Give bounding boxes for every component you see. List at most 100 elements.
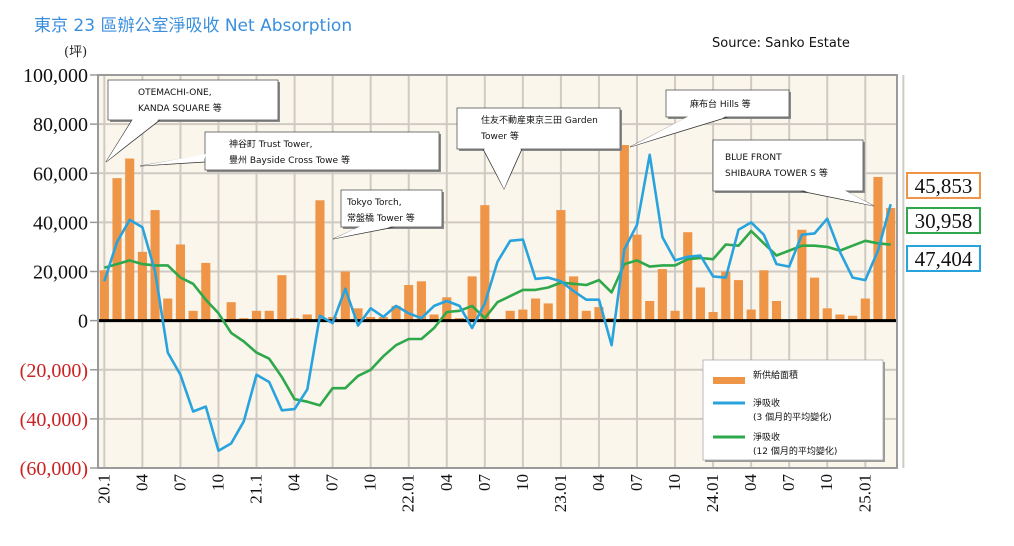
annotation-text: SHIBAURA TOWER S 等 xyxy=(725,167,828,179)
latest-12-month-average-value: 30,958 xyxy=(906,207,981,234)
supply-bar xyxy=(581,310,591,321)
supply-bar xyxy=(771,300,782,321)
supply-bar xyxy=(708,312,718,321)
supply-bar xyxy=(366,316,376,321)
supply-bar xyxy=(429,314,439,321)
annotation-callout: OTEMACHI-ONE, KANDA SQUARE 等 xyxy=(105,79,280,163)
supply-bar xyxy=(822,308,832,321)
annotation-text: 神谷町 Trust Tower, xyxy=(229,138,312,150)
latest-3-month-average-value: 47,404 xyxy=(906,245,981,272)
annotation-pointer-fill xyxy=(484,148,521,189)
y-tick-label: 20,000 xyxy=(33,262,88,284)
x-tick-label: 04 xyxy=(285,474,304,492)
annotation-box xyxy=(665,89,790,118)
annotation-text: 住友不動産東京三田 Garden xyxy=(481,114,598,126)
supply-bar xyxy=(518,309,528,321)
supply-bar xyxy=(632,234,642,321)
supply-bar xyxy=(848,315,858,321)
supply-bar xyxy=(328,316,338,321)
supply-bar xyxy=(670,310,680,321)
latest-supply-value: 45,853 xyxy=(906,172,981,199)
x-tick-label: 20.1 xyxy=(94,474,113,504)
supply-bar xyxy=(569,276,579,321)
y-tick-label: 0 xyxy=(78,311,88,333)
x-tick-label: 21.1 xyxy=(247,474,266,504)
annotation-text: 麻布台 Hills 等 xyxy=(690,98,751,110)
annotation-text: BLUE FRONT xyxy=(725,153,782,163)
legend-label: (12 個月的平均變化) xyxy=(753,445,837,457)
x-axis-ticks: 20.1 04 07 10 21.1 04 07 10 22.01 04 07 10 23.01 04 07… xyxy=(94,474,874,513)
x-tick-label: 07 xyxy=(475,474,494,492)
annotation-pointer-fill xyxy=(630,116,727,147)
y-axis-unit: (坪) xyxy=(64,45,88,60)
supply-bar xyxy=(530,298,541,321)
y-axis-ticks: 100,000 80,000 60,000 40,000 20,000 0 (20,000)… xyxy=(20,65,98,480)
x-tick-label: 04 xyxy=(437,474,456,492)
y-tick-label: 40,000 xyxy=(33,212,88,234)
x-tick-label: 04 xyxy=(589,474,608,492)
supply-bar xyxy=(645,300,655,321)
annotation-pointer-fill xyxy=(106,119,159,162)
annotation-box xyxy=(204,131,440,171)
supply-bar xyxy=(99,270,109,321)
supply-bar xyxy=(391,305,401,321)
annotation-box xyxy=(107,79,279,121)
supply-bar xyxy=(505,310,515,321)
annotation-text: 常盤橋 Tower 等 xyxy=(347,212,415,224)
supply-bar xyxy=(340,271,350,321)
supply-bar xyxy=(759,270,769,321)
annotation-box xyxy=(712,139,864,192)
y-tick-label: 80,000 xyxy=(33,114,88,136)
x-tick-label: 23.01 xyxy=(551,474,570,512)
x-tick-label: 10 xyxy=(817,474,836,491)
y-tick-label: 60,000 xyxy=(33,163,88,185)
x-tick-label: 10 xyxy=(208,474,227,491)
x-tick-label: 22.01 xyxy=(399,474,418,512)
supply-bar xyxy=(797,229,807,321)
annotation-text: 豐州 Bayside Cross Towe 等 xyxy=(229,154,350,166)
x-tick-label: 10 xyxy=(513,474,532,491)
supply-bar xyxy=(886,207,896,321)
line-3-month-average xyxy=(103,153,892,453)
supply-bar xyxy=(277,275,287,321)
annotation-box xyxy=(456,107,621,150)
annotation-text: Tokyo Torch, xyxy=(346,198,402,208)
supply-bar xyxy=(556,210,566,321)
supply-bar xyxy=(112,178,122,321)
x-tick-label: 04 xyxy=(132,474,151,492)
legend-bar-swatch xyxy=(713,377,745,384)
supply-bar xyxy=(594,307,604,321)
supply-bar xyxy=(657,269,667,321)
supply-bar xyxy=(302,314,312,321)
annotation-callout: BLUE FRONT SHIBAURA TOWER S 等 xyxy=(712,139,875,207)
annotation-text: OTEMACHI-ONE, xyxy=(138,88,212,98)
supply-bar xyxy=(378,316,388,321)
supply-bar xyxy=(226,302,236,321)
supply-bar xyxy=(619,145,629,321)
supply-bar xyxy=(251,310,262,321)
x-tick-label: 04 xyxy=(741,474,760,492)
annotation-callout: 神谷町 Trust Tower, 豐州 Bayside Cross Towe 等 xyxy=(139,131,441,172)
source-label: Source: Sanko Estate xyxy=(712,36,850,51)
y-tick-label: (60,000) xyxy=(20,458,88,480)
supply-bar xyxy=(467,276,477,321)
supply-bar xyxy=(353,308,363,321)
y-tick-label: (20,000) xyxy=(20,360,88,382)
y-tick-label: 100,000 xyxy=(23,65,88,87)
legend-box xyxy=(702,359,884,461)
supply-bar xyxy=(125,158,135,321)
x-tick-label: 07 xyxy=(779,474,798,492)
annotation-box xyxy=(340,189,443,228)
annotation-callout: 麻布台 Hills 等 xyxy=(629,89,791,148)
annotation-text: KANDA SQUARE 等 xyxy=(138,102,222,114)
annotation-text: Tower 等 xyxy=(480,130,519,142)
x-tick-label: 24.01 xyxy=(703,474,722,512)
supply-bar xyxy=(809,277,820,321)
supply-bar xyxy=(137,251,147,321)
supply-bar xyxy=(442,297,452,321)
x-tick-label: 07 xyxy=(323,474,342,492)
supply-bar xyxy=(835,314,845,321)
supply-bar xyxy=(733,280,744,321)
supply-bar xyxy=(746,309,756,321)
legend-label: 淨吸收 xyxy=(753,397,780,409)
